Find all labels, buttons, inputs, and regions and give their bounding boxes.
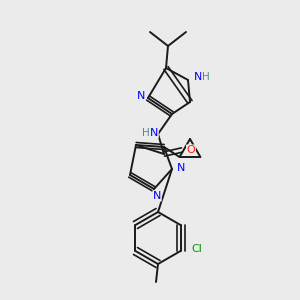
Text: O: O xyxy=(187,145,195,155)
Text: Cl: Cl xyxy=(191,244,202,254)
Text: N: N xyxy=(150,128,158,138)
Text: N: N xyxy=(153,191,161,201)
Text: N: N xyxy=(137,91,145,101)
Text: N: N xyxy=(194,72,202,82)
Text: H: H xyxy=(142,128,150,138)
Text: H: H xyxy=(202,72,210,82)
Text: N: N xyxy=(177,163,185,173)
